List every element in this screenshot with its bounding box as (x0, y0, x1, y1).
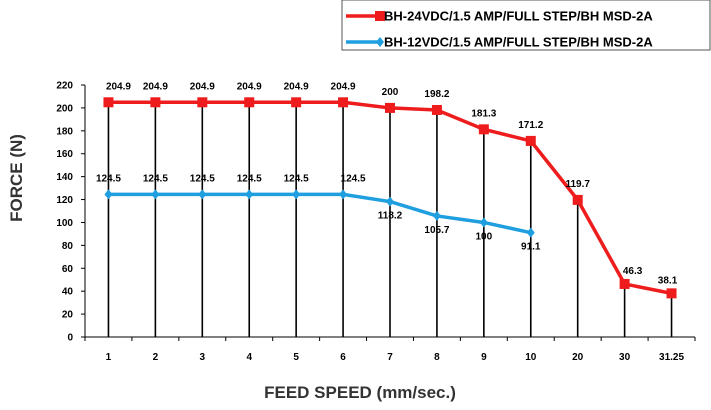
data-label: 119.7 (565, 179, 590, 190)
data-label: 91.1 (521, 242, 541, 253)
data-point (431, 104, 442, 115)
x-tick-label: 31.25 (659, 352, 684, 363)
y-tick-label: 100 (56, 218, 73, 229)
data-point (291, 97, 302, 108)
y-tick-label: 160 (56, 149, 73, 160)
x-tick-label: 9 (481, 352, 487, 363)
x-tick-label: 4 (246, 352, 252, 363)
data-point (338, 97, 349, 108)
data-label: 38.1 (658, 275, 678, 286)
data-label: 124.5 (190, 173, 215, 184)
data-point (432, 210, 441, 221)
data-label: 171.2 (518, 120, 543, 131)
x-tick-label: 30 (619, 352, 631, 363)
data-point (376, 37, 384, 47)
data-label: 181.3 (471, 108, 496, 119)
data-label: 100 (476, 231, 493, 242)
x-tick-label: 20 (572, 352, 584, 363)
data-point (245, 189, 254, 200)
legend-label: BH-12VDC/1.5 AMP/FULL STEP/BH MSD-2A (384, 35, 653, 50)
data-label: 124.5 (96, 173, 121, 184)
data-label: 204.9 (143, 81, 168, 92)
y-tick-label: 0 (67, 333, 73, 344)
data-point (386, 196, 394, 207)
data-point (197, 97, 208, 108)
series-layer (103, 97, 677, 299)
data-point (478, 124, 489, 135)
data-label: 204.9 (106, 81, 131, 92)
drop-lines (107, 102, 673, 337)
y-axis-title: FORCE (N) (7, 134, 26, 222)
y-tick-label: 80 (62, 241, 74, 252)
data-point (292, 189, 301, 200)
x-tick-label: 2 (153, 352, 159, 363)
data-labels: 204.9 204.9 204.9 204.9 204.9 204.9 200 198.2 18… (96, 81, 678, 286)
data-point (526, 227, 535, 238)
data-point (150, 97, 161, 108)
data-label: 124.5 (284, 173, 309, 184)
series-2 (104, 189, 535, 238)
data-label: 105.7 (424, 225, 449, 236)
x-axis-title: FEED SPEED (mm/sec.) (264, 383, 456, 402)
y-tick-label: 140 (56, 172, 73, 183)
y-tick-label: 40 (62, 287, 74, 298)
x-tick-label: 5 (293, 352, 299, 363)
data-label: 204.9 (190, 81, 215, 92)
data-point (619, 278, 630, 289)
data-label: 204.9 (331, 81, 356, 92)
data-label: 124.5 (341, 173, 366, 184)
data-label: 198.2 (424, 89, 449, 100)
data-point (151, 189, 160, 200)
data-point (103, 97, 114, 108)
legend-box (341, 0, 711, 51)
data-label: 204.9 (237, 81, 262, 92)
data-label: 118.2 (378, 211, 403, 222)
x-tick-label: 6 (340, 352, 346, 363)
data-point (104, 189, 113, 200)
data-point (385, 102, 395, 113)
data-label: 204.9 (284, 81, 309, 92)
legend: BH-24VDC/1.5 AMP/FULL STEP/BH MSD-2A BH-1… (341, 0, 711, 51)
y-tick-label: 180 (56, 126, 73, 137)
y-tick-label: 220 (56, 81, 73, 92)
data-point (666, 288, 677, 299)
y-tick-label: 120 (56, 195, 73, 206)
x-tick-label: 3 (200, 352, 206, 363)
legend-label: BH-24VDC/1.5 AMP/FULL STEP/BH MSD-2A (384, 9, 653, 24)
data-label: 46.3 (623, 266, 643, 277)
x-tick-label: 1 (106, 352, 112, 363)
data-point (339, 189, 348, 200)
data-label: 200 (382, 87, 399, 98)
data-point (525, 135, 536, 146)
data-point (375, 11, 385, 21)
data-point (479, 217, 488, 228)
x-tick-label: 10 (525, 352, 537, 363)
y-tick-label: 200 (56, 103, 73, 114)
data-label: 124.5 (237, 173, 262, 184)
data-point (572, 194, 583, 205)
x-tick-label: 8 (434, 352, 440, 363)
series-1 (103, 97, 677, 299)
x-tick-label: 7 (387, 352, 393, 363)
y-tick-label: 60 (62, 264, 74, 275)
y-tick-label: 20 (62, 310, 74, 321)
data-label: 124.5 (143, 173, 168, 184)
data-point (198, 189, 207, 200)
data-point (244, 97, 255, 108)
series-line (108, 192, 532, 235)
